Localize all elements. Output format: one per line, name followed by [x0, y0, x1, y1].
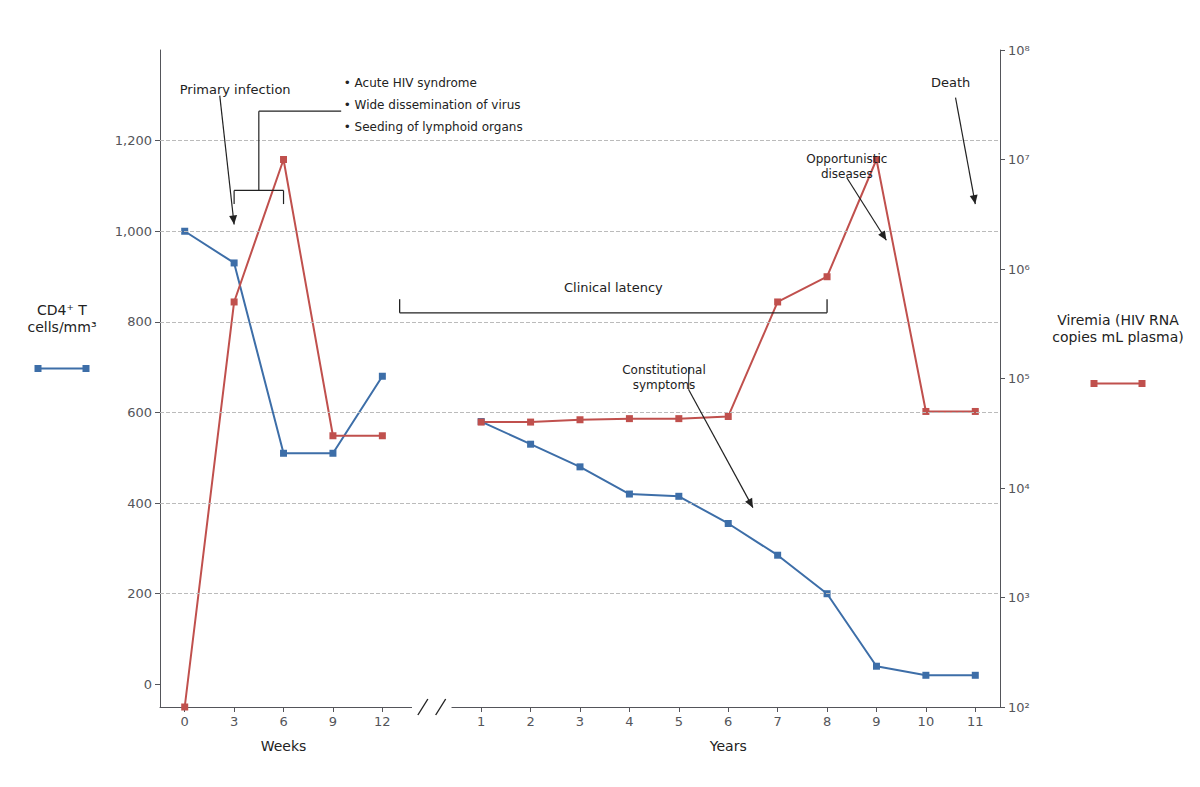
- svg-text:Death: Death: [931, 75, 970, 90]
- svg-text:10⁴: 10⁴: [1008, 481, 1030, 496]
- svg-text:12: 12: [374, 714, 391, 729]
- svg-text:Constitutional: Constitutional: [622, 363, 706, 377]
- svg-text:4: 4: [625, 714, 633, 729]
- svg-text:1,000: 1,000: [115, 224, 152, 239]
- svg-text:800: 800: [127, 314, 152, 329]
- svg-text:Clinical latency: Clinical latency: [564, 280, 663, 295]
- svg-text:CD4⁺ T: CD4⁺ T: [37, 302, 87, 318]
- svg-text:10⁵: 10⁵: [1008, 371, 1030, 386]
- svg-text:10⁷: 10⁷: [1008, 152, 1030, 167]
- svg-text:2: 2: [526, 714, 534, 729]
- svg-text:10: 10: [918, 714, 935, 729]
- svg-text:600: 600: [127, 405, 152, 420]
- svg-text:1,200: 1,200: [115, 133, 152, 148]
- svg-text:10²: 10²: [1008, 700, 1030, 715]
- svg-text:10⁸: 10⁸: [1008, 43, 1030, 58]
- svg-text:• Acute HIV syndrome: • Acute HIV syndrome: [344, 76, 477, 90]
- svg-text:0: 0: [181, 714, 189, 729]
- svg-text:9: 9: [872, 714, 880, 729]
- svg-text:diseases: diseases: [821, 167, 873, 181]
- svg-text:1: 1: [477, 714, 485, 729]
- svg-text:6: 6: [724, 714, 732, 729]
- svg-text:Viremia (HIV RNA: Viremia (HIV RNA: [1057, 312, 1179, 328]
- svg-text:8: 8: [823, 714, 831, 729]
- svg-text:10⁶: 10⁶: [1008, 262, 1030, 277]
- svg-text:Opportunistic: Opportunistic: [806, 152, 887, 166]
- svg-text:• Seeding of lymphoid organs: • Seeding of lymphoid organs: [344, 120, 523, 134]
- svg-text:7: 7: [774, 714, 782, 729]
- svg-text:10³: 10³: [1008, 590, 1030, 605]
- svg-text:400: 400: [127, 496, 152, 511]
- svg-text:11: 11: [967, 714, 984, 729]
- svg-text:3: 3: [230, 714, 238, 729]
- svg-text:Weeks: Weeks: [261, 738, 307, 754]
- svg-text:copies mL plasma): copies mL plasma): [1052, 329, 1184, 345]
- svg-text:cells/mm³: cells/mm³: [28, 319, 97, 335]
- svg-text:5: 5: [675, 714, 683, 729]
- svg-text:3: 3: [576, 714, 584, 729]
- svg-text:0: 0: [144, 677, 152, 692]
- svg-text:Primary infection: Primary infection: [180, 82, 291, 97]
- svg-text:9: 9: [329, 714, 337, 729]
- svg-text:200: 200: [127, 586, 152, 601]
- svg-text:• Wide dissemination of virus: • Wide dissemination of virus: [344, 98, 521, 112]
- svg-text:6: 6: [279, 714, 287, 729]
- svg-text:symptoms: symptoms: [633, 378, 696, 392]
- svg-text:Years: Years: [709, 738, 747, 754]
